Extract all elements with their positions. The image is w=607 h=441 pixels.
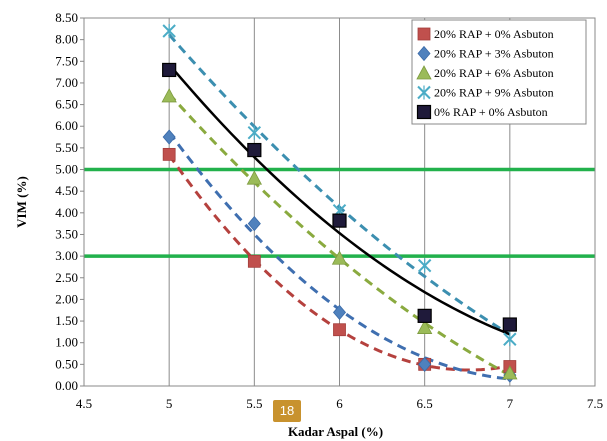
x-tick-label: 7.5 (587, 396, 603, 411)
data-point-series-5 (247, 142, 262, 158)
data-point-series-4 (247, 125, 262, 140)
y-tick-label: 1.00 (55, 335, 78, 350)
y-tick-label: 0.00 (55, 378, 78, 393)
y-tick-label: 6.00 (55, 118, 78, 133)
legend-box (411, 19, 587, 125)
page-number-badge: 18 (273, 400, 301, 422)
legend-marker-series-1 (417, 27, 431, 41)
y-tick-label: 5.50 (55, 140, 78, 155)
data-point-series-1 (162, 147, 176, 161)
y-tick-label: 2.50 (55, 270, 78, 285)
y-tick-label: 8.50 (55, 10, 78, 25)
y-tick-label: 5.00 (55, 162, 78, 177)
data-point-series-4 (503, 332, 517, 347)
y-tick-label: 4.50 (55, 183, 78, 198)
data-point-series-3 (502, 365, 518, 380)
x-axis-label: Kadar Aspal (%) (288, 424, 383, 439)
y-tick-label: 1.50 (55, 313, 78, 328)
y-tick-label: 4.00 (55, 205, 78, 220)
data-point-series-4 (417, 258, 432, 273)
x-tick-label: 5.5 (246, 396, 262, 411)
data-point-series-3 (331, 250, 348, 265)
data-point-series-2 (332, 304, 347, 321)
y-tick-label: 0.50 (55, 356, 78, 371)
y-axis-label: VIM (%) (14, 176, 29, 228)
legend-marker-series-2 (417, 45, 431, 62)
data-point-series-5 (162, 62, 177, 78)
y-tick-label: 7.50 (55, 53, 78, 68)
data-point-series-1 (333, 323, 346, 337)
data-point-series-1 (247, 254, 261, 268)
data-point-series-5 (332, 213, 347, 228)
legend-entry-label: 20% RAP + 6% Asbuton (434, 66, 554, 80)
y-tick-label: 3.00 (55, 248, 78, 263)
legend-marker-series-3 (416, 65, 432, 80)
data-markers (161, 23, 518, 383)
y-axis-ticks: 0.00 0.50 1.00 1.50 2.00 2.50 3.00 3.50 4.00 4.50… (55, 10, 84, 393)
y-tick-label: 6.50 (55, 97, 78, 112)
legend-entry-label: 20% RAP + 0% Asbuton (434, 27, 554, 41)
y-tick-label: 3.50 (55, 226, 78, 241)
data-point-series-4 (162, 23, 176, 38)
trendline-series-5 (168, 63, 511, 336)
legend-entry-label: 0% RAP + 0% Asbuton (434, 105, 548, 119)
x-tick-label: 6.5 (417, 396, 433, 411)
data-point-series-2 (162, 129, 176, 145)
x-tick-label: 4.5 (76, 396, 92, 411)
y-tick-label: 2.00 (55, 291, 78, 306)
data-point-series-3 (246, 170, 263, 185)
x-axis-ticks: 4.5 5 5.5 6 6.5 7 7.5 (76, 396, 603, 411)
data-point-series-2 (247, 216, 261, 232)
legend-marker-series-4 (417, 85, 431, 100)
data-point-series-3 (161, 88, 177, 103)
x-tick-label: 5 (166, 396, 173, 411)
x-tick-label: 6 (336, 396, 343, 411)
legend-entry-label: 20% RAP + 3% Asbuton (434, 47, 554, 61)
legend-entry-label: 20% RAP + 9% Asbuton (434, 86, 554, 100)
legend: 20% RAP + 0% Asbuton 20% RAP + 3% Asbuton… (411, 19, 587, 125)
y-tick-label: 7.00 (55, 75, 78, 90)
data-point-series-2 (418, 356, 432, 372)
data-point-series-5 (502, 317, 517, 332)
data-point-series-3 (416, 319, 433, 334)
trendline-series-3 (168, 92, 511, 377)
x-tick-label: 7 (507, 396, 514, 411)
data-point-series-5 (417, 308, 432, 323)
plot-area-frame (83, 17, 596, 387)
legend-marker-series-5 (416, 104, 432, 120)
y-tick-label: 8.00 (55, 32, 78, 47)
